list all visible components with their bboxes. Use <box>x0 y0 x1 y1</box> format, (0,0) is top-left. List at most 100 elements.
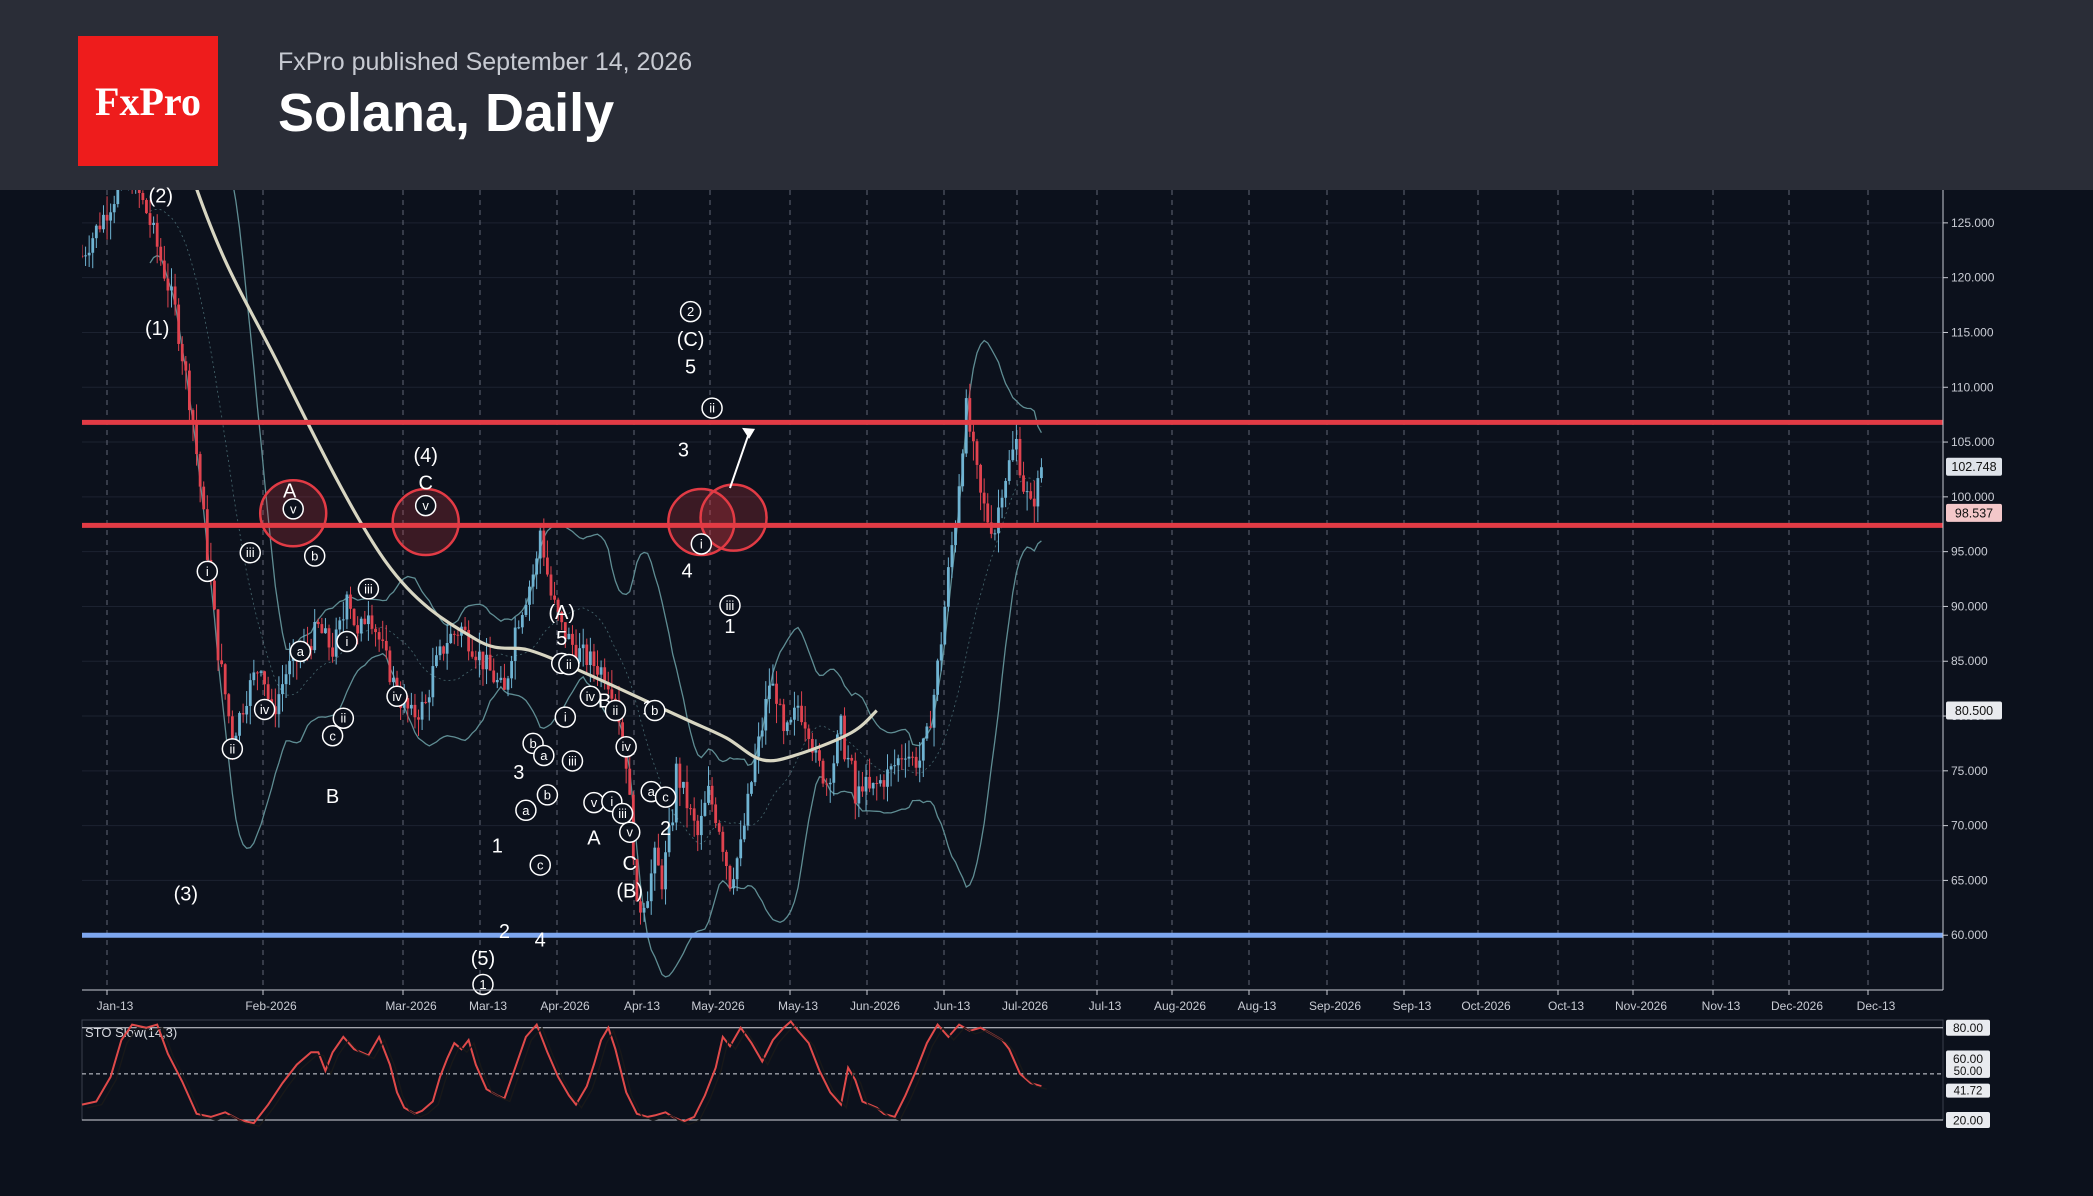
candle-body <box>309 646 313 651</box>
wave-label: ii <box>604 699 627 722</box>
candle-body <box>445 643 449 654</box>
wave-label: 5 <box>556 628 567 650</box>
wave-label: iii <box>357 578 380 600</box>
candle-body <box>263 671 266 685</box>
price-label: 102.748 <box>1946 457 2002 476</box>
candle-body <box>760 730 764 737</box>
stochastic-tick-box <box>1946 1019 1990 1036</box>
wave-label-text: ii <box>340 711 346 726</box>
candle-body <box>678 763 682 788</box>
candle-body <box>184 361 188 371</box>
candle-body <box>807 728 811 739</box>
candle-body <box>753 756 757 783</box>
candle-body <box>553 595 556 600</box>
y-tick-label: 95.000 <box>1951 545 1988 559</box>
candle-body <box>546 557 549 575</box>
candle-body <box>696 820 700 836</box>
candle-body <box>907 756 911 759</box>
candle-body <box>639 901 642 913</box>
wave-label-circle <box>386 685 408 708</box>
wave-label-circle <box>618 821 641 843</box>
wave-label-circle <box>321 725 344 747</box>
candle-body <box>338 620 342 630</box>
candle-body <box>202 486 206 510</box>
wave-label-circle <box>644 699 666 722</box>
wave-label: c <box>529 854 551 876</box>
candle-body <box>717 823 721 832</box>
candle-body <box>635 859 639 902</box>
candle-body <box>155 222 159 247</box>
candle-body <box>746 793 750 826</box>
candle-body <box>954 525 957 546</box>
candle-body <box>986 503 990 523</box>
wave-label-text: a <box>648 784 656 799</box>
wave-label-text: b <box>529 736 536 751</box>
candle-body <box>288 660 292 675</box>
candle-body <box>864 776 868 792</box>
wave-label: A <box>587 828 601 850</box>
candle-body <box>939 644 943 661</box>
wave-label-text: 3 <box>678 440 689 462</box>
candle-body <box>520 615 524 628</box>
candle-body <box>137 190 141 193</box>
candle-body <box>775 683 778 704</box>
candle-body <box>517 627 521 629</box>
candle-body <box>535 558 539 575</box>
candle-body <box>98 225 102 230</box>
candle-body <box>671 822 675 826</box>
candle-body <box>241 713 245 715</box>
candle-body <box>492 670 496 683</box>
candle-body <box>839 715 843 735</box>
price-label-text: 80.500 <box>1955 704 1993 718</box>
y-tick-label: 120.000 <box>1951 271 1995 285</box>
candle-body <box>409 704 413 709</box>
candle-body <box>1000 497 1004 508</box>
bollinger-middle <box>149 208 1042 845</box>
wave-label: a <box>515 799 537 822</box>
candle-body <box>900 758 904 760</box>
candle-body <box>134 178 137 189</box>
candle-body <box>692 808 696 821</box>
candle-body <box>975 441 979 465</box>
candle-body <box>796 705 800 708</box>
wave-label: (4) <box>413 445 437 467</box>
x-tick-label: Oct-13 <box>1548 999 1584 1013</box>
candle-body <box>871 782 875 789</box>
wave-label: 1 <box>472 973 494 996</box>
candle-body <box>506 678 510 690</box>
candle-body <box>732 879 735 889</box>
wave-label-circle <box>357 578 380 600</box>
candle-body <box>567 633 571 640</box>
candle-body <box>213 580 216 610</box>
candle-body <box>245 705 249 715</box>
x-tick-label: Jul-2026 <box>1002 999 1048 1013</box>
price-levels <box>82 419 1943 938</box>
candle-body <box>356 625 360 634</box>
y-tick-label: 105.000 <box>1951 435 1995 449</box>
wave-label: 5 <box>685 356 696 378</box>
wave-label: i <box>336 630 358 653</box>
candle-body <box>614 698 617 701</box>
wave-label-text: 3 <box>513 762 524 784</box>
candle-body <box>968 398 972 432</box>
candle-body <box>524 604 528 616</box>
wave-label-text: i <box>206 564 209 579</box>
candle-body <box>159 246 163 261</box>
wave-label-text: a <box>297 644 305 659</box>
candle-body <box>757 736 761 757</box>
wave-label: (B) <box>616 880 643 902</box>
candle-body <box>818 750 821 761</box>
wave-label-circle <box>239 541 262 564</box>
wave-label-text: (B) <box>616 880 643 902</box>
wave-label: (C) <box>677 329 705 351</box>
candle-body <box>825 783 829 785</box>
x-tick-label: Jan-13 <box>97 999 134 1013</box>
ma-line <box>195 190 878 763</box>
wave-label: A <box>283 480 297 502</box>
candle-body <box>1040 467 1043 479</box>
candle-body <box>725 851 728 867</box>
candle-body <box>707 785 710 803</box>
candle-body <box>205 509 209 560</box>
candle-body <box>320 624 324 634</box>
